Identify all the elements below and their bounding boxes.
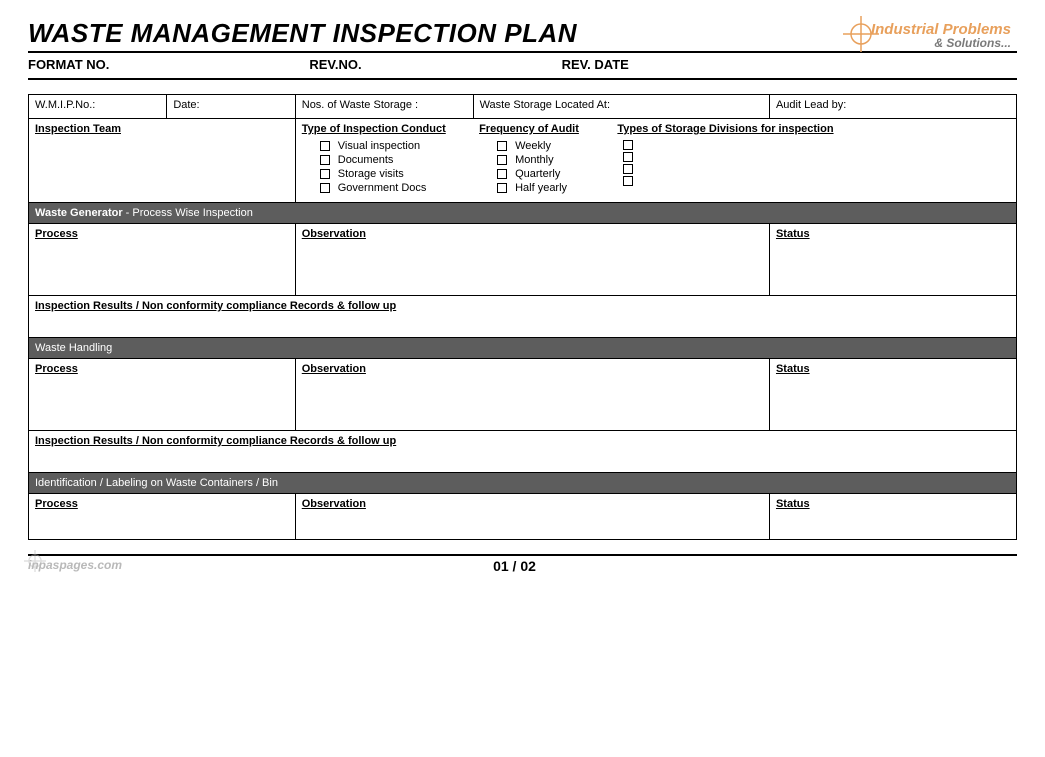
check-item: Weekly — [515, 140, 551, 152]
checkbox-icon[interactable] — [320, 183, 330, 193]
col-process: Process — [35, 363, 78, 375]
meta-row: FORMAT NO. REV.NO. REV. DATE — [28, 53, 1017, 80]
checkbox-icon[interactable] — [497, 155, 507, 165]
checkbox-icon[interactable] — [320, 141, 330, 151]
panel-storage-divisions: Types of Storage Divisions for inspectio… — [611, 119, 1016, 203]
page-title: WASTE MANAGEMENT INSPECTION PLAN — [28, 18, 577, 49]
results-row: Inspection Results / Non conformity comp… — [29, 296, 1017, 338]
frequency-list: Weekly Monthly Quarterly Half yearly — [479, 135, 605, 197]
panel-inspection-team: Inspection Team — [29, 119, 296, 203]
check-item: Half yearly — [515, 182, 567, 194]
check-item: Monthly — [515, 154, 554, 166]
section-title: Waste Generator — [35, 207, 123, 219]
checkbox-icon[interactable] — [497, 169, 507, 179]
cell-audit-lead: Audit Lead by: — [769, 95, 1016, 119]
checkbox-icon[interactable] — [623, 164, 633, 174]
info-row: W.M.I.P.No.: Date: Nos. of Waste Storage… — [29, 95, 1017, 119]
section-waste-handling: Waste Handling — [29, 338, 1017, 359]
watermark: inpaspages.com — [28, 558, 122, 572]
cell-date: Date: — [167, 95, 295, 119]
logo-line2: & Solutions... — [871, 37, 1011, 49]
table-row: Process Observation Status — [29, 224, 1017, 296]
storage-div-title: Types of Storage Divisions for inspectio… — [617, 123, 833, 135]
section-title: Waste Handling — [35, 342, 112, 354]
check-item: Government Docs — [338, 182, 427, 194]
col-process: Process — [35, 498, 78, 510]
section-title: Identification / Labeling on Waste Conta… — [35, 477, 278, 489]
check-item: Visual inspection — [338, 140, 420, 152]
section-subtitle: - Process Wise Inspection — [123, 207, 253, 219]
results-title: Inspection Results / Non conformity comp… — [35, 435, 396, 447]
col-status: Status — [776, 228, 810, 240]
brand-logo: Industrial Problems & Solutions... — [871, 22, 1017, 49]
checkbox-icon[interactable] — [623, 176, 633, 186]
footer: inpaspages.com 01 / 02 — [28, 556, 1017, 574]
checkbox-icon[interactable] — [497, 183, 507, 193]
frequency-title: Frequency of Audit — [479, 123, 579, 135]
type-conduct-title: Type of Inspection Conduct — [302, 123, 446, 135]
logo-line1: Industrial Problems — [871, 22, 1011, 37]
col-process: Process — [35, 228, 78, 240]
checkbox-icon[interactable] — [623, 152, 633, 162]
checkbox-icon[interactable] — [320, 169, 330, 179]
meta-rev-no: REV.NO. — [309, 57, 361, 72]
crosshair-icon — [843, 16, 879, 52]
checkbox-icon[interactable] — [497, 141, 507, 151]
col-observation: Observation — [302, 363, 366, 375]
panel-type-conduct: Type of Inspection Conduct Visual inspec… — [295, 119, 473, 203]
panel-frequency: Frequency of Audit Weekly Monthly Quarte… — [473, 119, 611, 203]
cell-nos-storage: Nos. of Waste Storage : — [295, 95, 473, 119]
meta-format-no: FORMAT NO. — [28, 57, 109, 72]
type-conduct-list: Visual inspection Documents Storage visi… — [302, 135, 467, 197]
form-table: W.M.I.P.No.: Date: Nos. of Waste Storage… — [28, 94, 1017, 540]
col-observation: Observation — [302, 228, 366, 240]
page-number: 01 / 02 — [493, 558, 536, 574]
col-status: Status — [776, 363, 810, 375]
cell-wmip: W.M.I.P.No.: — [29, 95, 167, 119]
checkbox-icon[interactable] — [623, 140, 633, 150]
check-item: Documents — [338, 154, 394, 166]
check-item: Storage visits — [338, 168, 404, 180]
section-identification: Identification / Labeling on Waste Conta… — [29, 473, 1017, 494]
results-row: Inspection Results / Non conformity comp… — [29, 431, 1017, 473]
checkbox-icon[interactable] — [320, 155, 330, 165]
inspection-team-title: Inspection Team — [35, 123, 121, 135]
table-row: Process Observation Status — [29, 359, 1017, 431]
crosshair-icon — [24, 550, 46, 572]
results-title: Inspection Results / Non conformity comp… — [35, 300, 396, 312]
storage-div-list — [617, 135, 1010, 189]
title-row: WASTE MANAGEMENT INSPECTION PLAN Industr… — [28, 18, 1017, 53]
check-item: Quarterly — [515, 168, 560, 180]
table-row: Process Observation Status — [29, 494, 1017, 540]
cell-located-at: Waste Storage Located At: — [473, 95, 769, 119]
col-observation: Observation — [302, 498, 366, 510]
meta-rev-date: REV. DATE — [562, 57, 629, 72]
panels-row: Inspection Team Type of Inspection Condu… — [29, 119, 1017, 203]
col-status: Status — [776, 498, 810, 510]
section-waste-generator: Waste Generator - Process Wise Inspectio… — [29, 203, 1017, 224]
